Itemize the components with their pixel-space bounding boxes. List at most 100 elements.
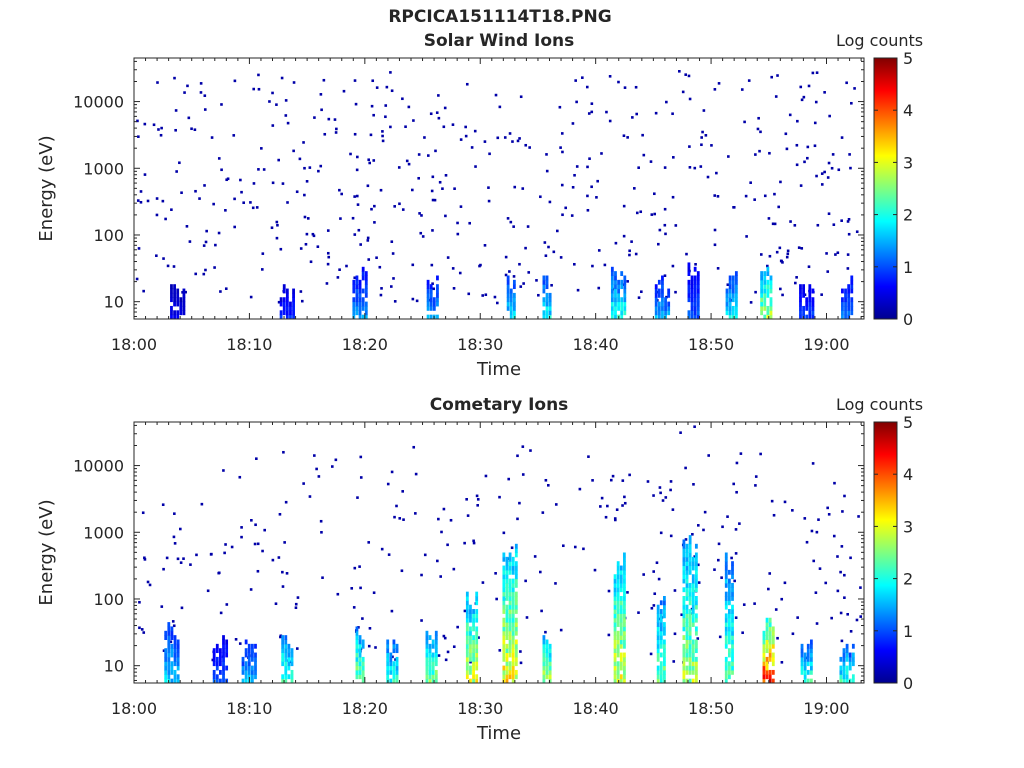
burst-cell <box>734 292 738 298</box>
count-pixel <box>405 159 409 163</box>
burst-cell <box>620 279 624 285</box>
burst-cell <box>687 284 691 290</box>
burst-cell <box>514 669 518 675</box>
count-pixel <box>249 295 253 299</box>
burst-cell <box>250 669 254 675</box>
burst-cell <box>682 543 686 549</box>
burst-cell <box>847 284 851 290</box>
count-pixel <box>654 111 658 115</box>
burst-cell <box>682 596 686 601</box>
burst-cell <box>696 275 700 281</box>
burst-cell <box>851 652 855 658</box>
count-pixel <box>770 75 774 79</box>
burst-cell <box>505 652 509 658</box>
burst-cell <box>682 578 686 584</box>
burst-cell <box>512 301 516 307</box>
burst-cell <box>355 635 359 640</box>
burst-cell <box>691 665 695 671</box>
burst-cell <box>429 292 433 298</box>
count-pixel <box>653 212 656 216</box>
burst-cell <box>762 678 766 684</box>
count-pixel <box>356 496 359 499</box>
count-pixel <box>813 144 817 148</box>
burst-cell <box>688 617 692 623</box>
count-pixel <box>427 154 430 157</box>
count-pixel <box>282 450 285 454</box>
burst-cell <box>769 279 773 285</box>
burst-cell <box>358 288 362 294</box>
burst-cell <box>682 565 686 571</box>
burst-cell <box>475 643 479 649</box>
count-pixel <box>353 233 357 236</box>
burst-cell <box>623 661 626 667</box>
burst-cell <box>505 609 509 614</box>
burst-cell <box>426 297 430 303</box>
burst-cell <box>212 656 216 662</box>
count-pixel <box>394 658 397 661</box>
burst-cell <box>616 561 620 567</box>
count-pixel <box>541 511 545 514</box>
count-pixel <box>845 81 848 85</box>
burst-cell <box>511 669 515 675</box>
count-pixel <box>372 159 376 162</box>
burst-cell <box>436 288 439 294</box>
count-pixel <box>255 206 259 209</box>
burst-cell <box>800 669 804 675</box>
burst-cell <box>768 635 772 640</box>
burst-cell <box>358 310 362 316</box>
burst-cell <box>616 565 620 571</box>
burst-cell <box>771 643 775 649</box>
burst-cell <box>475 661 479 667</box>
count-pixel <box>257 73 260 77</box>
count-pixel <box>763 194 767 198</box>
burst-cell <box>361 661 365 667</box>
burst-cell <box>623 305 627 311</box>
burst-cell <box>623 600 626 606</box>
count-pixel <box>641 133 644 137</box>
burst-cell <box>506 301 510 307</box>
count-pixel <box>361 617 364 620</box>
count-pixel <box>213 266 216 269</box>
burst-cell <box>355 297 359 303</box>
burst-cell <box>279 310 283 316</box>
count-pixel <box>381 139 385 143</box>
burst-cell <box>682 626 686 632</box>
burst-cell <box>656 669 660 675</box>
count-pixel <box>564 206 568 210</box>
burst-cell <box>845 648 849 654</box>
burst-cell <box>724 552 728 558</box>
burst-cell <box>657 279 661 285</box>
count-pixel <box>511 140 514 143</box>
burst-cell <box>475 609 479 614</box>
burst-cell <box>425 635 429 640</box>
burst-cell <box>389 665 393 671</box>
count-pixel <box>186 84 189 88</box>
burst-cell <box>806 648 810 654</box>
count-pixel <box>465 497 468 501</box>
burst-cell <box>212 678 216 684</box>
count-pixel <box>767 217 771 220</box>
burst-cell <box>284 643 288 649</box>
x-tick-label: 18:20 <box>342 699 388 718</box>
burst-cell <box>219 678 222 684</box>
count-pixel <box>139 190 143 193</box>
burst-cell <box>167 674 171 680</box>
burst-cell <box>691 678 695 684</box>
count-pixel <box>493 295 497 299</box>
count-pixel <box>257 168 260 171</box>
burst-cell <box>728 314 732 320</box>
burst-cell <box>247 674 251 680</box>
burst-cell <box>690 292 694 298</box>
burst-cell <box>428 661 432 667</box>
burst-cell <box>803 678 807 684</box>
count-pixel <box>155 213 159 217</box>
burst-cell <box>179 310 183 316</box>
burst-cell <box>465 630 469 636</box>
burst-cell <box>511 582 515 588</box>
burst-cell <box>771 630 775 636</box>
count-pixel <box>717 82 721 85</box>
burst-cell <box>428 656 432 662</box>
burst-cell <box>659 639 663 645</box>
count-pixel <box>621 479 625 482</box>
burst-cell <box>173 635 177 640</box>
